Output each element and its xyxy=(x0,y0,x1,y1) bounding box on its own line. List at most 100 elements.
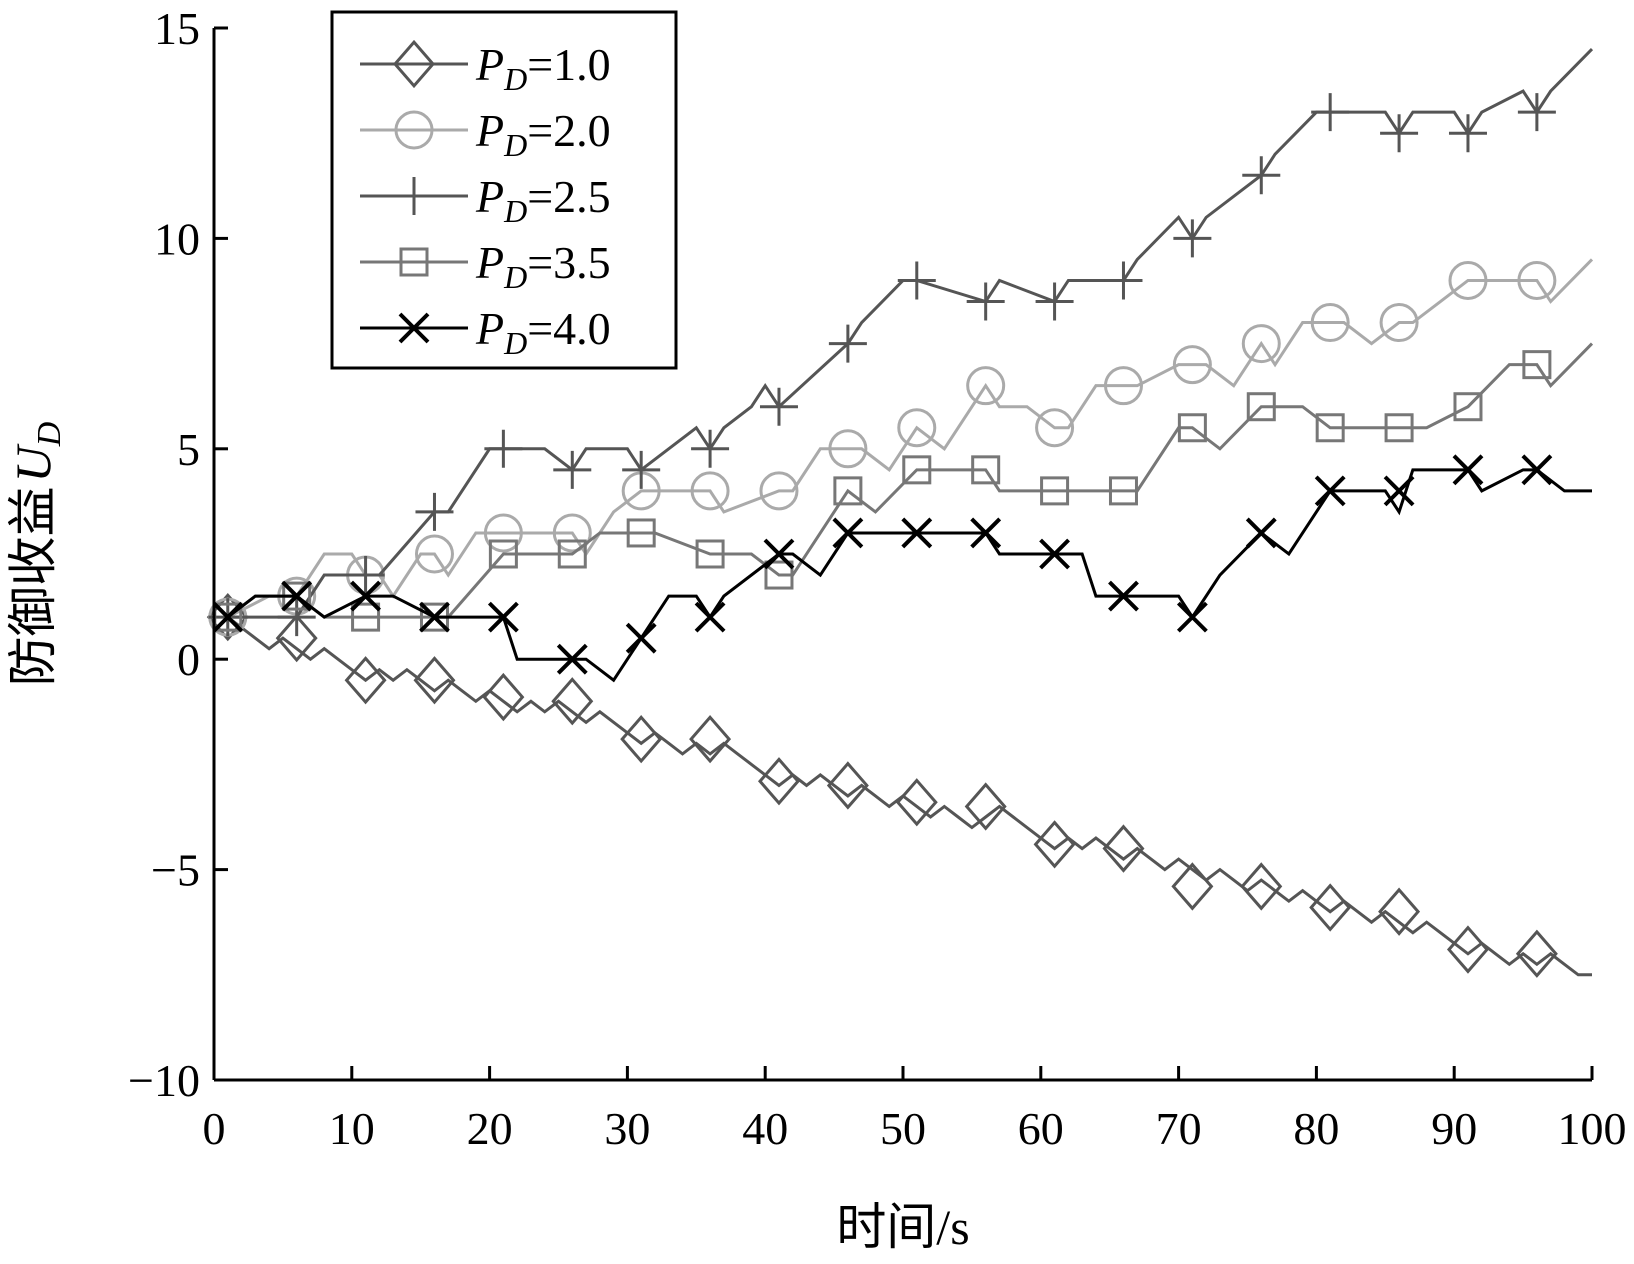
data-point-marker xyxy=(1379,303,1419,343)
data-point-marker xyxy=(622,450,661,489)
data-point-marker xyxy=(1040,476,1070,506)
legend-label: PD=3.5 xyxy=(475,237,611,295)
legend-label: PD=4.0 xyxy=(475,303,611,361)
data-point-marker xyxy=(553,450,592,489)
data-point-marker xyxy=(1108,476,1138,506)
data-point-marker xyxy=(828,324,867,363)
data-point-marker xyxy=(1171,862,1214,911)
data-point-marker xyxy=(277,598,316,637)
legend-label: PD=2.0 xyxy=(475,105,611,163)
data-point-marker xyxy=(897,408,937,448)
data-point-marker xyxy=(826,761,869,810)
data-point-marker xyxy=(1173,219,1212,258)
data-point-marker xyxy=(1453,392,1483,422)
y-axis-title: 防御收益 UD xyxy=(5,421,68,686)
x-tick-label: 40 xyxy=(742,1103,788,1154)
data-point-marker xyxy=(1446,925,1489,974)
y-tick-label: −10 xyxy=(128,1055,200,1106)
legend-label: PD=1.0 xyxy=(475,39,611,97)
data-point-marker xyxy=(483,513,523,553)
data-point-marker xyxy=(626,518,656,548)
data-point-marker xyxy=(351,602,381,632)
legend-marker xyxy=(395,177,433,215)
data-point-marker xyxy=(1172,345,1212,385)
y-tick-label: 0 xyxy=(177,634,200,685)
data-point-marker xyxy=(1309,883,1352,932)
data-point-marker xyxy=(897,261,936,300)
data-point-marker xyxy=(828,429,868,469)
data-point-marker xyxy=(1517,93,1556,132)
y-tick-label: 15 xyxy=(154,3,200,54)
data-point-marker xyxy=(764,560,794,590)
data-point-marker xyxy=(1035,408,1075,448)
data-point-marker xyxy=(1378,887,1421,936)
legend-subscript: D xyxy=(503,127,527,163)
y-axis-title-subscript: D xyxy=(31,421,68,447)
data-point-marker xyxy=(1039,538,1070,570)
data-point-marker xyxy=(1176,601,1208,633)
data-point-marker xyxy=(1384,413,1414,443)
x-tick-label: 50 xyxy=(880,1103,926,1154)
data-point-marker xyxy=(551,677,594,726)
legend-marker xyxy=(394,110,434,150)
y-axis-title-text: 防御收益 xyxy=(5,486,61,686)
data-point-marker xyxy=(1245,517,1277,549)
data-point-marker xyxy=(1311,93,1350,132)
data-point-marker xyxy=(281,580,313,612)
data-point-marker xyxy=(484,429,523,468)
legend-subscript: D xyxy=(503,61,527,97)
data-point-marker xyxy=(1102,824,1145,873)
data-point-marker xyxy=(833,476,863,506)
data-point-marker xyxy=(620,715,663,764)
series-4 xyxy=(213,342,1594,632)
y-axis-title-symbol: U xyxy=(5,443,61,482)
data-point-marker xyxy=(970,517,1002,549)
legend-symbol: P xyxy=(475,39,504,90)
data-point-marker xyxy=(694,601,726,633)
legend-marker xyxy=(399,247,429,277)
x-tick-label: 10 xyxy=(329,1103,375,1154)
data-point-marker xyxy=(1103,366,1143,406)
data-point-marker xyxy=(344,656,387,705)
data-point-marker xyxy=(690,471,730,511)
data-point-marker xyxy=(1240,862,1283,911)
data-point-marker xyxy=(1104,261,1143,300)
legend-value: =1.0 xyxy=(527,39,610,90)
legend-value: =2.0 xyxy=(527,105,610,156)
data-point-marker xyxy=(552,513,592,553)
data-point-marker xyxy=(966,366,1006,406)
data-point-marker xyxy=(212,601,244,633)
x-axis-title: 时间/s xyxy=(836,1199,969,1255)
data-point-marker xyxy=(1035,282,1074,321)
x-tick-label: 70 xyxy=(1156,1103,1202,1154)
data-point-marker xyxy=(902,455,932,485)
data-point-marker xyxy=(413,656,456,705)
legend-value: =4.0 xyxy=(527,303,610,354)
x-tick-label: 80 xyxy=(1293,1103,1339,1154)
legend-subscript: D xyxy=(503,259,527,295)
series-layer xyxy=(206,47,1594,978)
data-point-marker xyxy=(1310,303,1350,343)
legend-symbol: P xyxy=(475,303,504,354)
x-tick-label: 100 xyxy=(1558,1103,1627,1154)
data-point-marker xyxy=(757,757,800,806)
legend-symbol: P xyxy=(475,237,504,288)
data-point-marker xyxy=(1380,114,1419,153)
legend-value: =3.5 xyxy=(527,237,610,288)
data-point-marker xyxy=(1448,260,1488,300)
data-point-marker xyxy=(971,455,1001,485)
x-tick-label: 0 xyxy=(203,1103,226,1154)
data-point-marker xyxy=(832,517,864,549)
data-point-marker xyxy=(488,539,518,569)
x-tick-label: 30 xyxy=(604,1103,650,1154)
legend-subscript: D xyxy=(503,193,527,229)
legend-value: =2.5 xyxy=(527,171,610,222)
series-1 xyxy=(206,592,1592,978)
data-point-marker xyxy=(1522,350,1552,380)
legend-symbol: P xyxy=(475,171,504,222)
data-point-marker xyxy=(1246,392,1276,422)
legend-marker xyxy=(398,312,430,344)
data-point-marker xyxy=(759,471,799,511)
y-tick-label: 10 xyxy=(154,213,200,264)
